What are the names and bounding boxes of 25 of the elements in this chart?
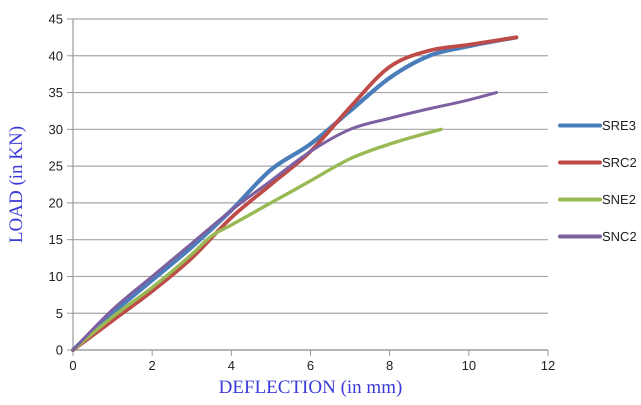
y-tick-label: 30 xyxy=(48,122,63,137)
line-series xyxy=(71,128,443,352)
y-tick-label: 5 xyxy=(56,306,63,321)
x-tick-label: 4 xyxy=(228,358,235,373)
x-tick-label: 2 xyxy=(148,358,156,373)
y-tick-label: 15 xyxy=(48,232,63,248)
y-tick-label: 35 xyxy=(48,85,63,100)
x-tick-label: 10 xyxy=(462,358,476,373)
legend-label: SNC2 xyxy=(602,229,637,244)
y-tick-label: 10 xyxy=(48,268,63,284)
legend-label: SNE2 xyxy=(602,192,636,208)
x-tick-label: 6 xyxy=(306,358,314,373)
line-series xyxy=(72,91,498,352)
x-tick-label: 0 xyxy=(69,358,77,373)
legend-label: SRC2 xyxy=(602,155,637,170)
y-tick-label: 25 xyxy=(48,158,63,174)
x-tick-label: 8 xyxy=(386,358,394,373)
legend-label: SRE3 xyxy=(602,118,636,134)
y-tick-label: 45 xyxy=(48,12,63,27)
y-tick-label: 20 xyxy=(48,195,63,210)
y-tick-label: 40 xyxy=(48,48,63,64)
x-axis-title: DEFLECTION (in mm) xyxy=(218,377,402,398)
y-axis-title: LOAD (in KN) xyxy=(6,126,27,244)
x-tick-label: 12 xyxy=(540,358,556,373)
y-tick-label: 0 xyxy=(56,342,63,358)
